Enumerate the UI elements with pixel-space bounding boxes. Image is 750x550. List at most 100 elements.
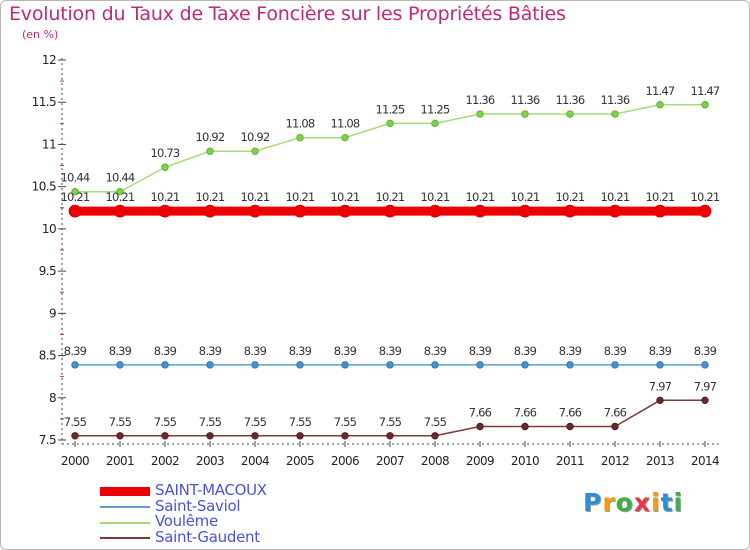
data-point-saint-gaudent <box>566 422 574 431</box>
legend-label-voul-me: Voulême <box>155 512 218 530</box>
data-point-voul-me <box>521 110 529 118</box>
data-label-saint-saviol: 8.39 <box>109 344 132 358</box>
data-label-voul-me: 11.36 <box>511 93 540 107</box>
data-point-voul-me <box>251 147 259 155</box>
data-label-saint-saviol: 8.39 <box>649 344 672 358</box>
data-label-saint-gaudent: 7.55 <box>244 415 267 429</box>
data-point-saint-saviol <box>341 361 349 369</box>
x-tick-label: 2007 <box>376 454 404 468</box>
x-tick-label: 2012 <box>601 454 629 468</box>
data-label-saint-saviol: 8.39 <box>379 344 402 358</box>
data-label-saint-saviol: 8.39 <box>514 344 537 358</box>
data-point-saint-macoux <box>113 204 127 218</box>
data-point-saint-saviol <box>116 361 124 369</box>
data-point-saint-gaudent <box>161 432 169 440</box>
y-tick-label: 8.5 <box>39 349 56 363</box>
y-tick-label: 11 <box>42 137 56 151</box>
data-label-voul-me: 10.44 <box>61 171 90 185</box>
data-point-voul-me <box>656 101 664 109</box>
x-tick-label: 2004 <box>241 454 269 468</box>
data-point-saint-macoux <box>563 204 577 218</box>
x-tick-label: 2009 <box>466 454 494 468</box>
data-point-saint-gaudent <box>611 422 619 431</box>
data-point-saint-saviol <box>476 361 484 369</box>
data-label-saint-gaudent: 7.55 <box>64 415 87 429</box>
data-label-voul-me: 10.92 <box>196 130 225 144</box>
data-point-saint-saviol <box>701 361 709 369</box>
data-label-saint-macoux: 10.21 <box>151 190 180 204</box>
data-point-saint-gaudent <box>206 432 214 440</box>
data-label-voul-me: 11.25 <box>421 102 450 116</box>
data-label-saint-gaudent: 7.55 <box>289 415 312 429</box>
data-label-voul-me: 11.36 <box>556 93 585 107</box>
data-label-saint-saviol: 8.39 <box>289 344 312 358</box>
data-label-saint-saviol: 8.39 <box>199 344 222 358</box>
data-label-saint-gaudent: 7.55 <box>154 415 177 429</box>
x-tick-label: 2011 <box>556 454 584 468</box>
y-tick-label: 9.5 <box>39 264 56 278</box>
x-tick-label: 2014 <box>691 454 719 468</box>
data-label-saint-saviol: 8.39 <box>334 344 357 358</box>
data-point-saint-macoux <box>203 204 217 218</box>
data-label-saint-macoux: 10.21 <box>241 190 270 204</box>
x-tick-label: 2008 <box>421 454 449 468</box>
data-point-saint-saviol <box>206 361 214 369</box>
data-point-saint-macoux <box>68 204 82 218</box>
data-point-saint-saviol <box>431 361 439 369</box>
data-point-saint-saviol <box>71 361 79 369</box>
y-tick-label: 10 <box>42 222 56 236</box>
data-label-voul-me: 11.47 <box>646 84 675 98</box>
data-label-voul-me: 11.47 <box>691 84 720 98</box>
y-tick-label: 12 <box>42 53 56 67</box>
data-label-saint-gaudent: 7.55 <box>379 415 402 429</box>
legend-label-saint-saviol: Saint-Saviol <box>155 496 241 515</box>
data-point-saint-macoux <box>473 204 487 218</box>
data-point-voul-me <box>116 188 124 196</box>
x-tick-label: 2001 <box>106 454 134 468</box>
data-label-saint-saviol: 8.39 <box>694 344 717 358</box>
x-tick-label: 2000 <box>61 454 89 468</box>
y-tick-label: 7.5 <box>39 433 56 447</box>
data-point-voul-me <box>341 133 349 142</box>
data-point-saint-saviol <box>521 361 529 369</box>
data-point-saint-macoux <box>608 204 622 218</box>
y-tick-label: 8 <box>49 391 56 405</box>
data-label-saint-macoux: 10.21 <box>601 190 630 204</box>
data-point-saint-saviol <box>251 361 259 369</box>
x-tick-label: 2005 <box>286 454 314 468</box>
data-point-saint-saviol <box>161 361 169 369</box>
data-label-voul-me: 10.92 <box>241 130 270 144</box>
data-point-voul-me <box>206 147 214 155</box>
data-label-voul-me: 10.73 <box>151 146 180 160</box>
y-tick-label: 11.5 <box>32 95 56 109</box>
data-label-saint-saviol: 8.39 <box>424 344 447 358</box>
data-label-saint-gaudent: 7.55 <box>424 415 447 429</box>
legend-label-saint-macoux: SAINT-MACOUX <box>155 481 267 499</box>
x-tick-label: 2013 <box>646 454 674 468</box>
data-label-saint-macoux: 10.21 <box>106 190 135 204</box>
x-tick-label: 2003 <box>196 454 224 468</box>
data-label-voul-me: 11.36 <box>601 93 630 107</box>
data-label-saint-macoux: 10.21 <box>286 190 315 204</box>
data-point-saint-macoux <box>248 204 262 218</box>
data-point-voul-me <box>611 110 619 118</box>
data-label-saint-gaudent: 7.55 <box>109 415 132 429</box>
data-point-saint-gaudent <box>251 432 259 440</box>
data-point-saint-macoux <box>293 204 307 218</box>
legend-swatch-saint-saviol <box>100 506 150 509</box>
data-point-saint-macoux <box>653 204 667 218</box>
data-point-saint-gaudent <box>386 432 394 440</box>
data-label-saint-macoux: 10.21 <box>466 190 495 204</box>
data-point-voul-me <box>566 110 574 118</box>
y-tick-label: 9 <box>49 306 56 320</box>
data-label-saint-macoux: 10.21 <box>691 190 720 204</box>
data-label-saint-macoux: 10.21 <box>646 190 675 204</box>
data-label-saint-gaudent: 7.55 <box>334 415 357 429</box>
data-point-voul-me <box>161 163 169 171</box>
data-label-saint-gaudent: 7.55 <box>199 415 222 429</box>
data-point-saint-gaudent <box>71 432 79 440</box>
data-point-saint-gaudent <box>116 432 124 440</box>
data-label-voul-me: 11.08 <box>331 117 360 131</box>
